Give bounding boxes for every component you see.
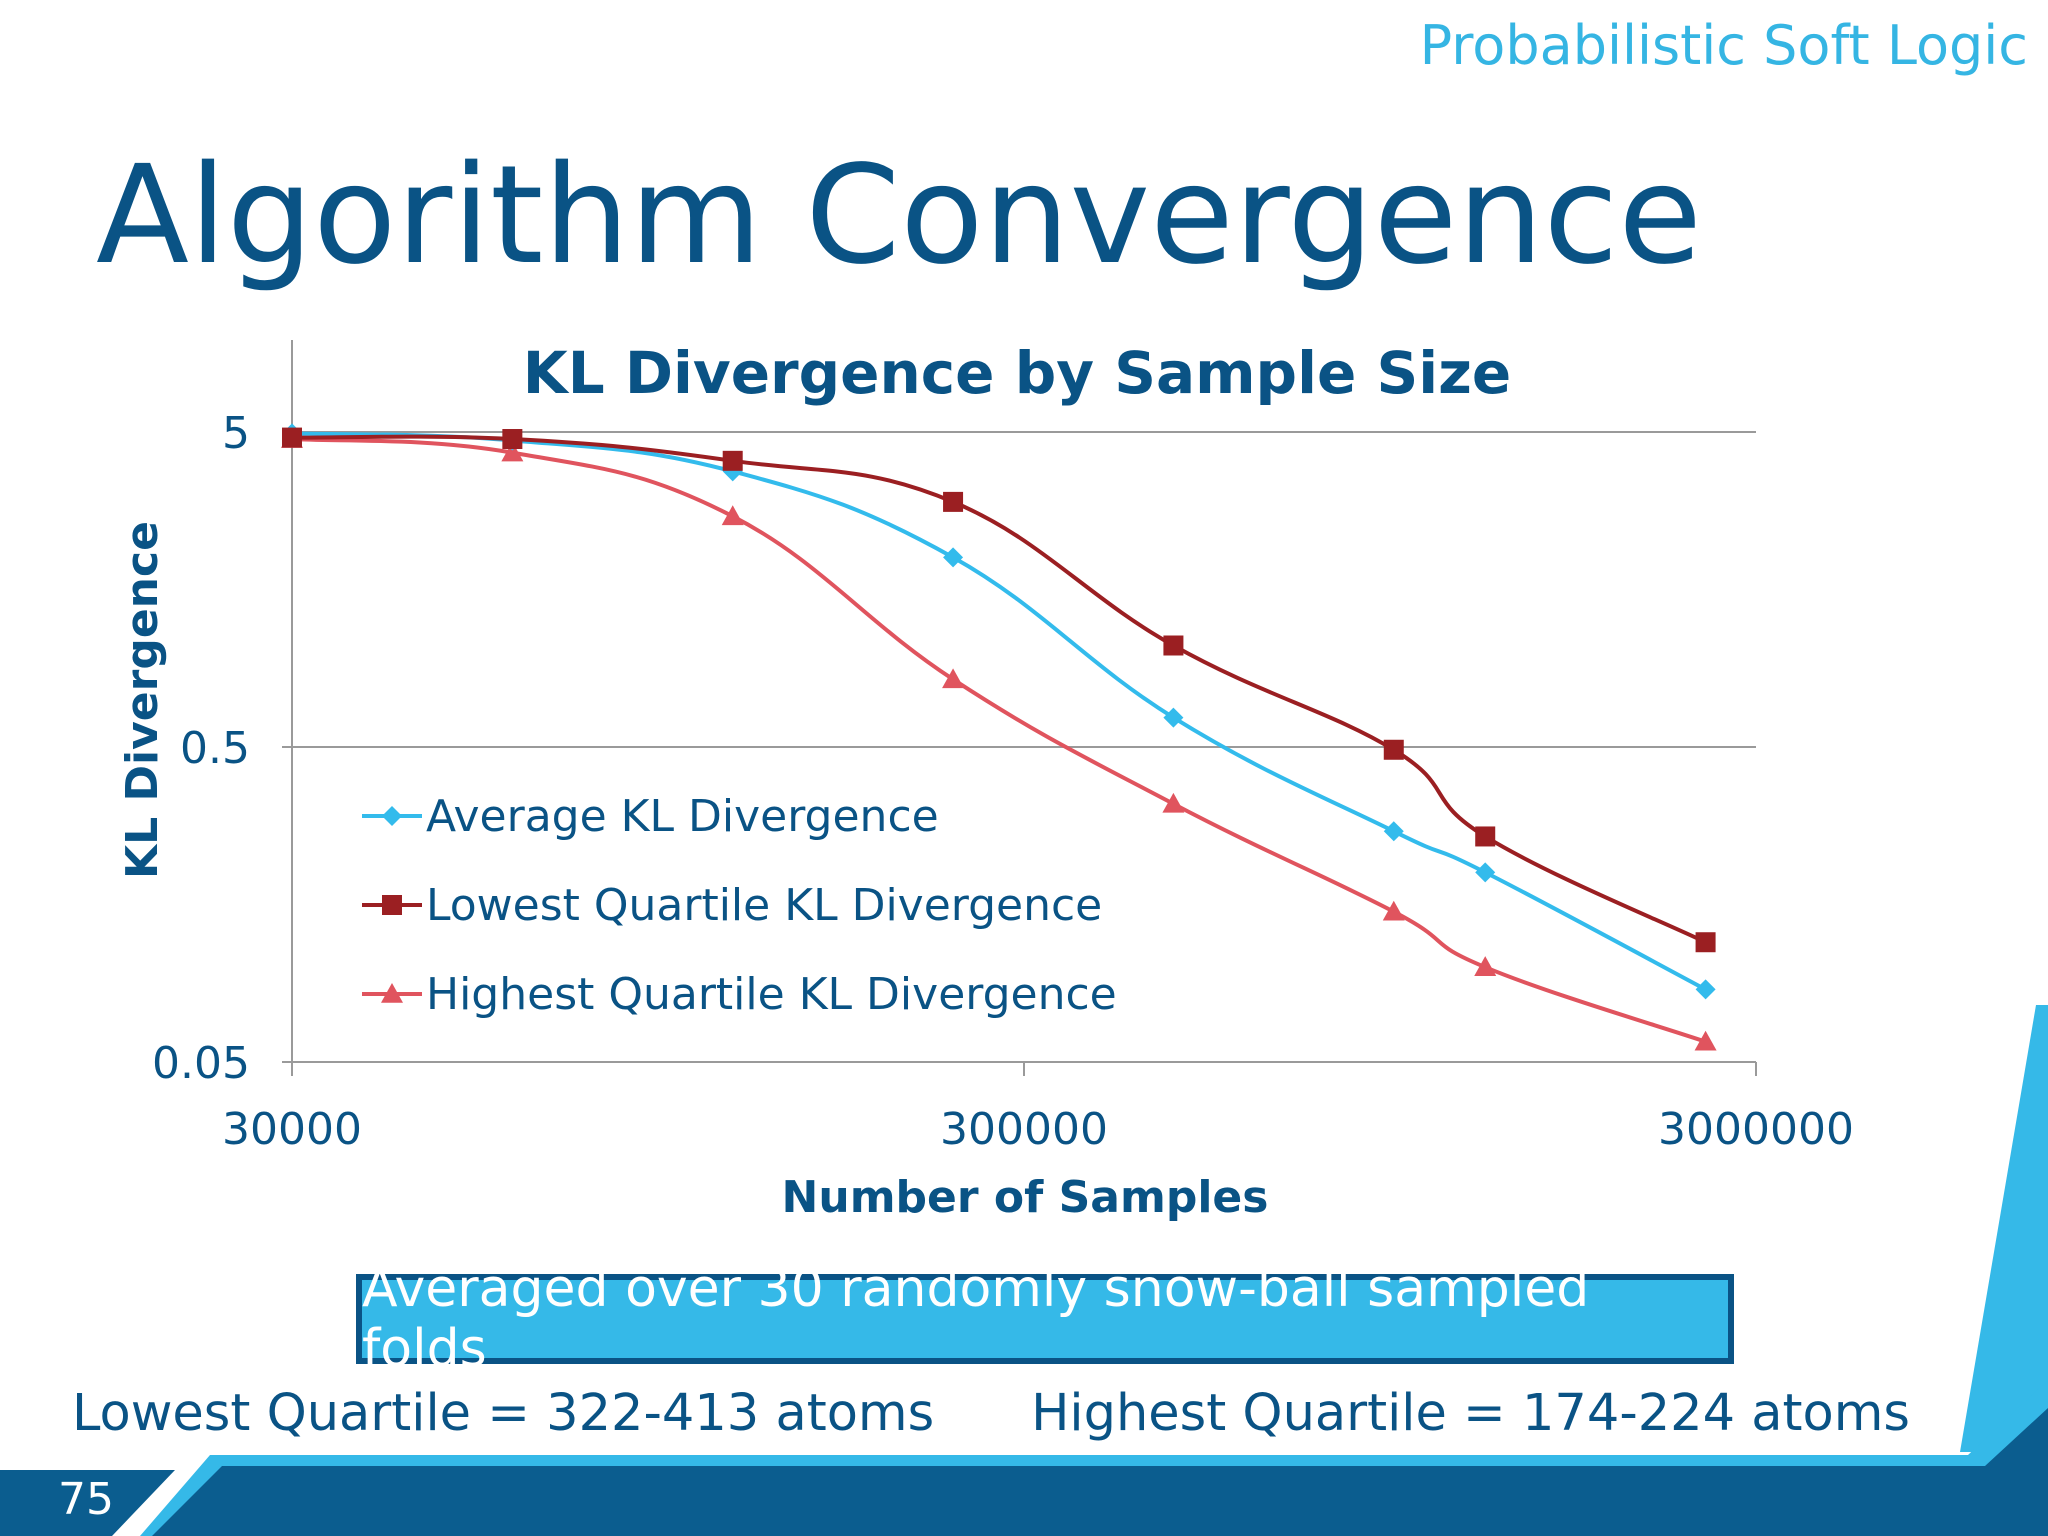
legend: Average KL Divergence Lowest Quartile KL … xyxy=(362,791,1117,1020)
series-group xyxy=(281,423,1717,1051)
x-tick-label: 30000 xyxy=(222,1104,362,1155)
series-line xyxy=(291,437,1707,1044)
legend-item-1: Lowest Quartile KL Divergence xyxy=(362,880,1102,931)
series-triangle xyxy=(281,428,1717,1051)
page-number: 75 xyxy=(58,1474,114,1525)
series-line xyxy=(291,431,1707,992)
legend-label: Lowest Quartile KL Divergence xyxy=(426,880,1102,931)
legend-marker xyxy=(381,983,403,1003)
data-point xyxy=(1474,956,1497,976)
data-point xyxy=(1695,932,1716,953)
data-point xyxy=(1382,900,1405,921)
data-point xyxy=(942,668,965,689)
data-point xyxy=(1475,826,1496,847)
data-point xyxy=(1163,707,1184,728)
legend-item-2: Highest Quartile KL Divergence xyxy=(362,969,1117,1020)
legend-label: Highest Quartile KL Divergence xyxy=(426,969,1117,1020)
page-title: Algorithm Convergence xyxy=(96,137,1702,295)
data-point xyxy=(1383,821,1404,842)
data-point xyxy=(1475,862,1496,883)
tick-labels: 5 0.5 0.05 30000 300000 3000000 xyxy=(152,408,1854,1155)
data-point xyxy=(943,491,964,512)
series-line xyxy=(291,434,1707,945)
data-point xyxy=(501,441,524,462)
data-point xyxy=(1694,1030,1717,1051)
grid-lines xyxy=(292,431,1756,748)
data-point xyxy=(1162,792,1185,813)
lowest-quartile-text: Lowest Quartile = 322-413 atoms xyxy=(72,1384,935,1443)
page-number-tab xyxy=(0,1470,175,1536)
y-tick-label: 0.05 xyxy=(152,1038,250,1089)
legend-item-0: Average KL Divergence xyxy=(362,791,939,842)
data-point xyxy=(282,427,302,448)
chart-title: KL Divergence by Sample Size xyxy=(523,339,1511,407)
legend-marker xyxy=(382,806,402,826)
data-point xyxy=(722,450,743,471)
series-square xyxy=(282,427,1716,953)
note-text: Averaged over 30 randomly snow-ball samp… xyxy=(362,1259,1590,1379)
footer-accent-stripe-right xyxy=(1960,1005,2048,1452)
data-point xyxy=(502,429,523,450)
data-point xyxy=(1695,979,1716,1000)
chart-container: KL Divergence by Sample Size KL Divergen… xyxy=(0,300,2048,1260)
data-point xyxy=(721,505,744,526)
y-axis-label: KL Divergence xyxy=(117,521,168,879)
data-point xyxy=(1383,739,1404,760)
x-tick-label: 3000000 xyxy=(1658,1104,1854,1155)
data-point xyxy=(943,547,964,568)
footer-band xyxy=(152,1408,2048,1536)
x-axis-label: Number of Samples xyxy=(782,1172,1269,1223)
x-tick-label: 300000 xyxy=(940,1104,1108,1155)
header-tag: Probabilistic Soft Logic xyxy=(1419,14,2028,77)
y-tick-label: 0.5 xyxy=(180,723,250,774)
data-point xyxy=(1163,635,1184,656)
axes xyxy=(282,340,1757,1076)
highest-quartile-text: Highest Quartile = 174-224 atoms xyxy=(1031,1384,1910,1443)
kl-divergence-chart: KL Divergence by Sample Size KL Divergen… xyxy=(117,339,1854,1223)
legend-label: Average KL Divergence xyxy=(426,791,939,842)
note-box: Averaged over 30 randomly snow-ball samp… xyxy=(356,1259,1734,1379)
y-tick-label: 5 xyxy=(222,408,250,459)
legend-marker xyxy=(382,895,402,915)
